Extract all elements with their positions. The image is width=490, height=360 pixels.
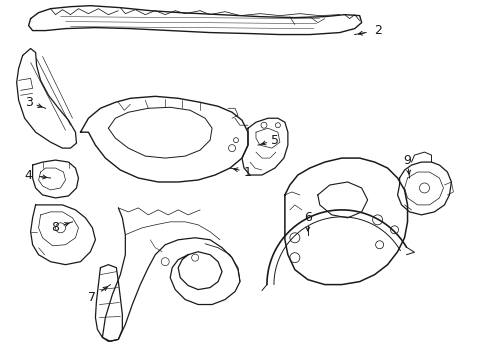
Text: 3: 3 xyxy=(24,96,32,109)
Text: 8: 8 xyxy=(51,221,60,234)
Text: 7: 7 xyxy=(88,291,97,304)
Text: 6: 6 xyxy=(304,211,312,224)
Text: 5: 5 xyxy=(271,134,279,147)
Text: 1: 1 xyxy=(244,166,252,179)
Text: 2: 2 xyxy=(374,24,382,37)
Text: 9: 9 xyxy=(404,154,412,167)
Text: 4: 4 xyxy=(24,168,32,181)
